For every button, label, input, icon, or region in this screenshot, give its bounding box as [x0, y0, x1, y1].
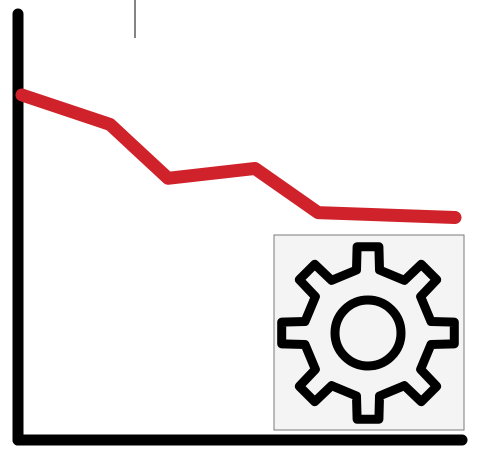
declining-trend-line: [15, 88, 462, 224]
settings-badge-background: [273, 234, 465, 431]
settings-badge: [273, 234, 465, 431]
chart-axes: [12, 8, 468, 446]
gear-center-hole: [330, 295, 406, 371]
gear-icon: [277, 242, 459, 424]
